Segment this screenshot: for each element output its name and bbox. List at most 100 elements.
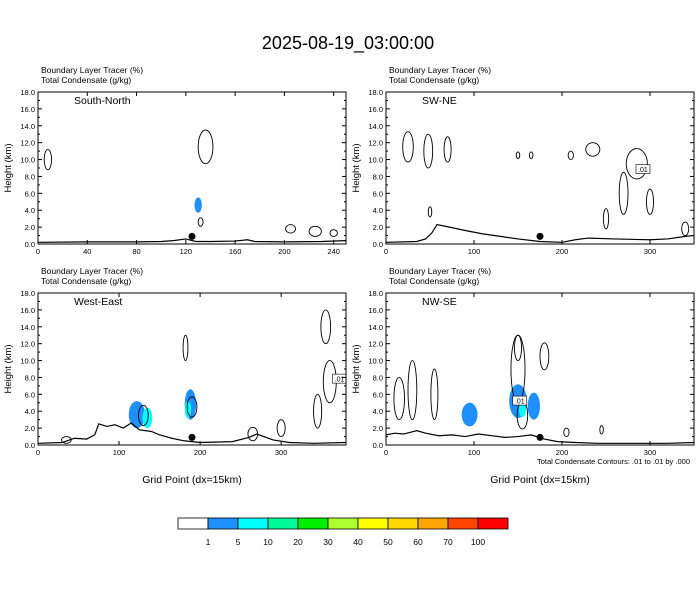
tracer-fill — [527, 392, 541, 420]
condensate-contour — [393, 376, 405, 421]
terrain-line — [386, 430, 694, 444]
x-tick-label: 200 — [556, 247, 569, 256]
colorbar-swatch — [417, 517, 449, 530]
y-tick-label: 18.0 — [20, 289, 35, 298]
condensate-contour — [430, 368, 439, 421]
condensate-contour — [138, 404, 149, 427]
x-tick-label: 0 — [36, 448, 40, 457]
condensate-contour — [427, 206, 433, 218]
condensate-contour — [402, 131, 414, 163]
y-tick-label: 6.0 — [373, 390, 383, 399]
x-tick-label: 40 — [83, 247, 91, 256]
y-tick-label: 14.0 — [20, 122, 35, 131]
condensate-contour — [320, 309, 332, 345]
x-tick-label: 200 — [556, 448, 569, 457]
section-center-marker — [536, 433, 544, 441]
y-tick-label: 10.0 — [368, 357, 383, 366]
x-tick-label: 300 — [644, 448, 657, 457]
x-tick-label: 80 — [132, 247, 140, 256]
contour-label-box — [635, 164, 651, 174]
y-tick-label: 2.0 — [373, 424, 383, 433]
condensate-contour — [625, 148, 648, 180]
condensate-contour — [515, 151, 521, 160]
panel-header-line: Total Condensate (g/kg) — [389, 276, 479, 286]
plot-area — [38, 129, 346, 243]
colorbar-label: 40 — [353, 537, 363, 547]
y-tick-label: 4.0 — [25, 206, 35, 215]
contour-footnote: Total Condensate Contours: .01 to .01 by… — [537, 457, 690, 466]
x-tick-label: 0 — [384, 247, 388, 256]
x-tick-label: 240 — [327, 247, 340, 256]
condensate-contour — [528, 151, 534, 160]
x-axis-label: Grid Point (dx=15km) — [142, 474, 242, 486]
x-tick-label: 0 — [384, 448, 388, 457]
plot-frame — [385, 292, 695, 446]
colorbar-label: 50 — [383, 537, 393, 547]
y-tick-label: 8.0 — [25, 172, 35, 181]
colorbar-swatch — [357, 517, 389, 530]
tracer-fill — [518, 401, 526, 418]
panel-header-line: Boundary Layer Tracer (%) — [389, 65, 491, 75]
condensate-contour — [646, 188, 654, 215]
condensate-contour — [514, 334, 522, 362]
condensate-contour — [308, 225, 322, 237]
plot-area: .01 — [386, 131, 694, 243]
terrain-line — [38, 238, 346, 243]
tracer-fill — [184, 401, 192, 418]
colorbar-swatch — [387, 517, 419, 530]
panel-south-north: Boundary Layer Tracer (%)Total Condensat… — [3, 65, 347, 256]
y-tick-label: 16.0 — [368, 306, 383, 315]
y-tick-label: 10.0 — [20, 156, 35, 165]
contour-label: .01 — [515, 399, 525, 406]
condensate-contour — [618, 171, 629, 215]
condensate-contour — [43, 148, 53, 171]
plot-frame — [37, 292, 347, 446]
y-tick-label: 8.0 — [373, 172, 383, 181]
colorbar-label: 1 — [206, 537, 211, 547]
section-center-marker — [188, 433, 196, 441]
condensate-contour — [186, 396, 198, 418]
condensate-contour — [329, 229, 338, 237]
y-tick-label: 14.0 — [368, 122, 383, 131]
y-tick-label: 18.0 — [20, 88, 35, 97]
condensate-contour — [567, 150, 574, 161]
x-tick-label: 160 — [229, 247, 242, 256]
y-tick-label: 0.0 — [373, 240, 383, 249]
section-center-marker — [188, 232, 196, 240]
colorbar-label: 30 — [323, 537, 333, 547]
x-tick-label: 200 — [278, 247, 291, 256]
terrain-line — [38, 422, 346, 444]
x-tick-label: 100 — [468, 448, 481, 457]
y-tick-label: 16.0 — [20, 306, 35, 315]
y-tick-label: 8.0 — [373, 373, 383, 382]
tracer-fill — [128, 401, 145, 429]
y-tick-label: 10.0 — [20, 357, 35, 366]
y-tick-label: 6.0 — [25, 189, 35, 198]
terrain-line — [386, 223, 694, 243]
condensate-contour — [197, 129, 214, 165]
y-axis-label: Height (km) — [3, 143, 14, 192]
y-tick-label: 18.0 — [368, 289, 383, 298]
y-tick-label: 8.0 — [25, 373, 35, 382]
figure-title: 2025-08-19_03:00:00 — [262, 33, 434, 54]
y-tick-label: 6.0 — [373, 189, 383, 198]
condensate-contour — [285, 224, 296, 234]
y-tick-label: 14.0 — [368, 323, 383, 332]
y-tick-label: 4.0 — [373, 407, 383, 416]
y-tick-label: 2.0 — [25, 424, 35, 433]
condensate-contour — [197, 217, 204, 227]
y-tick-label: 0.0 — [373, 441, 383, 450]
y-tick-label: 16.0 — [20, 105, 35, 114]
section-center-marker — [536, 232, 544, 240]
panel-sw-ne: Boundary Layer Tracer (%)Total Condensat… — [351, 65, 695, 256]
condensate-contour — [585, 142, 601, 157]
condensate-contour — [423, 133, 434, 169]
y-tick-label: 10.0 — [368, 156, 383, 165]
panel-nw-se: Boundary Layer Tracer (%)Total Condensat… — [351, 266, 695, 486]
x-tick-label: 100 — [468, 247, 481, 256]
y-tick-label: 0.0 — [25, 240, 35, 249]
y-axis-label: Height (km) — [3, 344, 14, 393]
contour-label-box — [512, 395, 528, 406]
panel-header-line: Boundary Layer Tracer (%) — [41, 65, 143, 75]
panel-label: SW-NE — [422, 95, 457, 107]
